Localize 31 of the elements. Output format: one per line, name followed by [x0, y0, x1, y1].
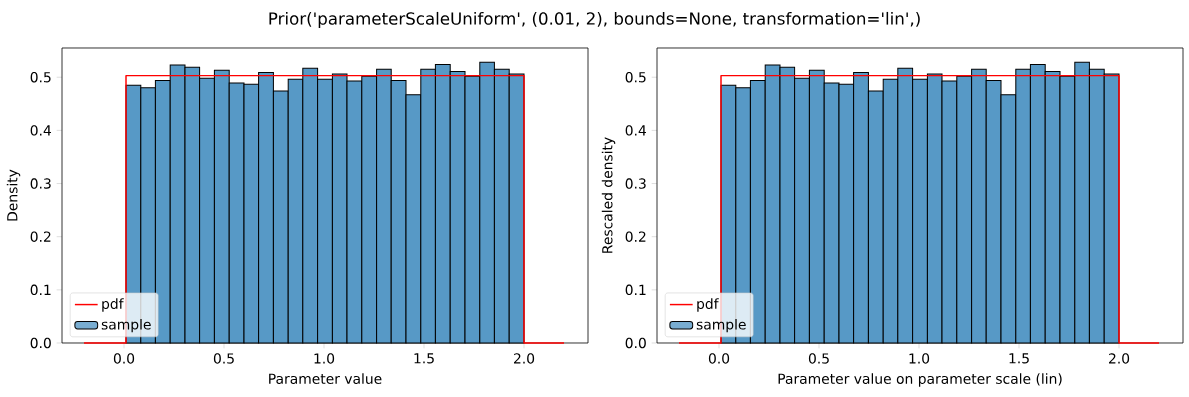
legend-label: sample: [101, 318, 151, 333]
y-tick-label: 0.4: [30, 125, 52, 136]
chart-title: Prior('parameterScaleUniform', (0.01, 2), bounds=None, transformation='lin',): [269, 11, 920, 29]
y-axis-title: Density: [6, 169, 21, 221]
y-tick-label: 0.3: [625, 178, 646, 189]
x-tick-label: 0.5: [808, 353, 829, 364]
x-axis-title: Parameter value on parameter scale (lin): [778, 373, 1062, 387]
y-tick-label: 0.5: [30, 71, 51, 83]
y-tick-label: 0.2: [30, 231, 51, 242]
y-tick-label: 0.0: [30, 337, 51, 349]
x-tick-label: 1.0: [909, 353, 930, 364]
y-tick-label: 0.3: [30, 178, 51, 189]
y-tick-label: 0.5: [625, 71, 646, 83]
y-tick-label: 0.4: [625, 125, 647, 136]
x-tick-label: 0.0: [708, 353, 730, 364]
x-tick-label: 0.5: [213, 353, 234, 364]
y-tick-label: 0.2: [625, 231, 646, 242]
legend-label: sample: [696, 318, 746, 333]
y-tick-label: 0.1: [30, 284, 51, 296]
legend-label: pdf: [697, 298, 719, 312]
y-axis-title: Rescaled density: [601, 137, 616, 253]
legend-label: pdf: [102, 298, 124, 312]
x-tick-label: 2.0: [514, 353, 535, 364]
x-axis-title: Parameter value: [269, 373, 382, 384]
x-tick-label: 2.0: [1109, 353, 1130, 364]
y-tick-label: 0.0: [625, 337, 646, 349]
y-tick-label: 0.1: [625, 284, 646, 296]
x-tick-label: 1.0: [314, 353, 335, 364]
x-tick-label: 1.5: [1009, 353, 1029, 364]
x-tick-label: 1.5: [414, 353, 434, 364]
x-tick-label: 0.0: [113, 353, 135, 364]
